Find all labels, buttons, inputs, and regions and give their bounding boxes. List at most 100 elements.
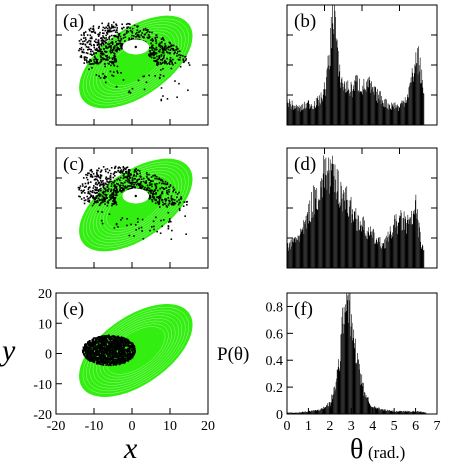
a-chaos-point [121, 27, 123, 30]
a-chaos-point [118, 34, 120, 37]
d-hist-bar [421, 247, 423, 268]
b-hist-bar [328, 54, 330, 125]
c-chaos-point [139, 176, 142, 178]
e-chaos-point [85, 356, 87, 358]
d-hist-bar [299, 235, 300, 268]
e-chaos-point [122, 339, 125, 342]
a-chaos-point [119, 44, 122, 47]
a-chaos-point [94, 41, 97, 44]
c-chaos-point [122, 184, 125, 187]
c-chaos-point [116, 182, 118, 185]
a-chaos-point [108, 38, 111, 40]
c-chaos-point [88, 201, 91, 203]
f-hist-bar [320, 408, 322, 414]
f-xtick-label: 5 [391, 419, 398, 434]
panel-d: (d) [286, 147, 438, 269]
e-chaos-point [107, 340, 109, 343]
f-hist-bar [334, 386, 335, 414]
c-chaos-point [103, 187, 106, 190]
a-chaos-point [91, 37, 93, 40]
c-chaos-point [170, 238, 173, 241]
f-hist-bar [376, 408, 378, 414]
f-hist-bar [343, 306, 345, 414]
a-chaos-point [114, 55, 116, 58]
b-hist-bar [401, 100, 403, 125]
c-chaos-point [133, 174, 135, 177]
a-chaos-point [111, 49, 114, 51]
a-chaos-point [153, 51, 156, 54]
d-hist-bar [381, 248, 382, 268]
a-chaos-point [92, 43, 95, 46]
c-chaos-point [102, 183, 104, 186]
e-chaos-point [109, 338, 112, 340]
c-chaos-point [152, 220, 155, 223]
e-chaos-point [101, 336, 104, 339]
e-chaos-point [91, 338, 94, 341]
c-chaos-point [142, 237, 145, 240]
f-hist-bar [330, 402, 331, 414]
a-chaos-point [79, 42, 82, 45]
c-chaos-point [92, 172, 95, 175]
b-hist-bar [316, 105, 318, 125]
c-chaos-point [83, 189, 85, 192]
a-chaos-point [95, 74, 98, 76]
c-chaos-point [130, 223, 132, 226]
e-chaos-point [116, 338, 119, 340]
e-chaos-point [95, 337, 97, 339]
e-chaos-point [112, 349, 115, 351]
e-chaos-point [123, 345, 125, 347]
a-orbit-ring [79, 15, 193, 109]
e-chaos-point [102, 346, 105, 349]
d-hist-bar [405, 222, 407, 268]
c-chaos-point [180, 196, 183, 198]
e-chaos-point [122, 352, 125, 354]
e-chaos-point [96, 361, 98, 364]
f-hist-bar [418, 411, 420, 414]
b-hist-bar [392, 105, 394, 125]
e-chaos-point [88, 348, 90, 351]
c-chaos-point [148, 197, 150, 199]
f-hist-bar [400, 410, 401, 414]
c-chaos-point [140, 226, 143, 229]
f-hist-bar [379, 407, 380, 414]
a-chaos-point [110, 51, 112, 54]
e-chaos-point [134, 347, 136, 350]
a-chaos-point [98, 50, 101, 52]
f-hist-bar [408, 411, 410, 414]
f-hist-bar [380, 409, 381, 414]
e-chaos-point [92, 353, 95, 355]
f-hist-bar [327, 403, 328, 414]
c-chaos-point [136, 173, 139, 176]
f-hist-bar [336, 369, 338, 414]
c-chaos-point [105, 170, 107, 173]
e-chaos-point [111, 353, 113, 356]
a-chaos-point [100, 43, 102, 46]
c-chaos-point [152, 180, 154, 182]
a-chaos-point [110, 64, 112, 67]
f-ytick-label: 0.8 [266, 300, 284, 315]
f-hist-bar [355, 338, 356, 414]
c-chaos-point [133, 186, 135, 188]
e-chaos-point [127, 348, 130, 351]
e-chaos-point [119, 361, 121, 364]
c-chaos-point [158, 200, 161, 202]
e-chaos-point [84, 343, 87, 345]
f-hist-bar [321, 408, 322, 414]
d-hist-bar [397, 234, 398, 268]
e-chaos-point [97, 352, 100, 355]
c-chaos-point [96, 195, 99, 197]
a-chaos-point [86, 52, 89, 55]
b-hist-bar [344, 88, 346, 125]
e-chaos-point [88, 359, 91, 361]
e-chaos-point [107, 342, 110, 344]
b-hist-bar [359, 91, 361, 125]
a-chaos-point [102, 32, 104, 34]
c-chaos-point [109, 176, 112, 178]
a-chaos-point [102, 36, 105, 39]
a-chaos-point [120, 71, 122, 74]
d-hist-bar [312, 217, 314, 268]
c-chaos-point [96, 169, 98, 172]
a-chaos-point [160, 55, 163, 57]
a-chaos-point [106, 47, 109, 49]
c-chaos-point [131, 183, 133, 186]
